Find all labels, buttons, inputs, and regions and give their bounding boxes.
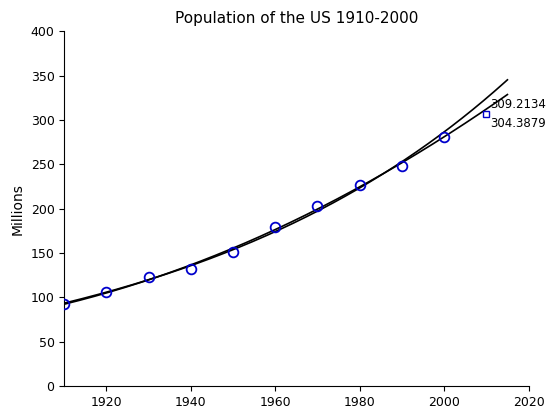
Text: 309.2134: 309.2134 [491,98,547,111]
Title: Population of the US 1910-2000: Population of the US 1910-2000 [175,11,418,26]
Y-axis label: Millions: Millions [11,183,25,235]
Text: 304.3879: 304.3879 [491,117,547,130]
